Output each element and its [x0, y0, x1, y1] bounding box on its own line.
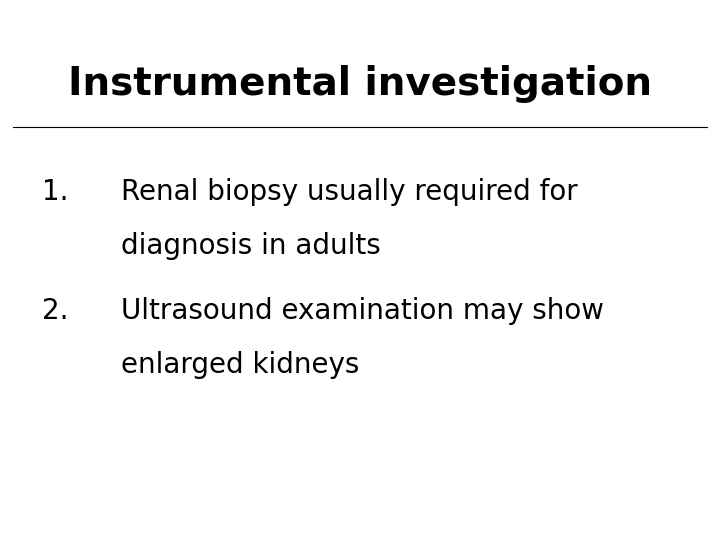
Text: Instrumental investigation: Instrumental investigation: [68, 65, 652, 103]
Text: Renal biopsy usually required for: Renal biopsy usually required for: [120, 178, 577, 206]
Text: Ultrasound examination may show: Ultrasound examination may show: [120, 297, 603, 325]
Text: enlarged kidneys: enlarged kidneys: [120, 351, 359, 379]
Text: diagnosis in adults: diagnosis in adults: [120, 232, 380, 260]
Text: 1.: 1.: [42, 178, 68, 206]
Text: 2.: 2.: [42, 297, 68, 325]
